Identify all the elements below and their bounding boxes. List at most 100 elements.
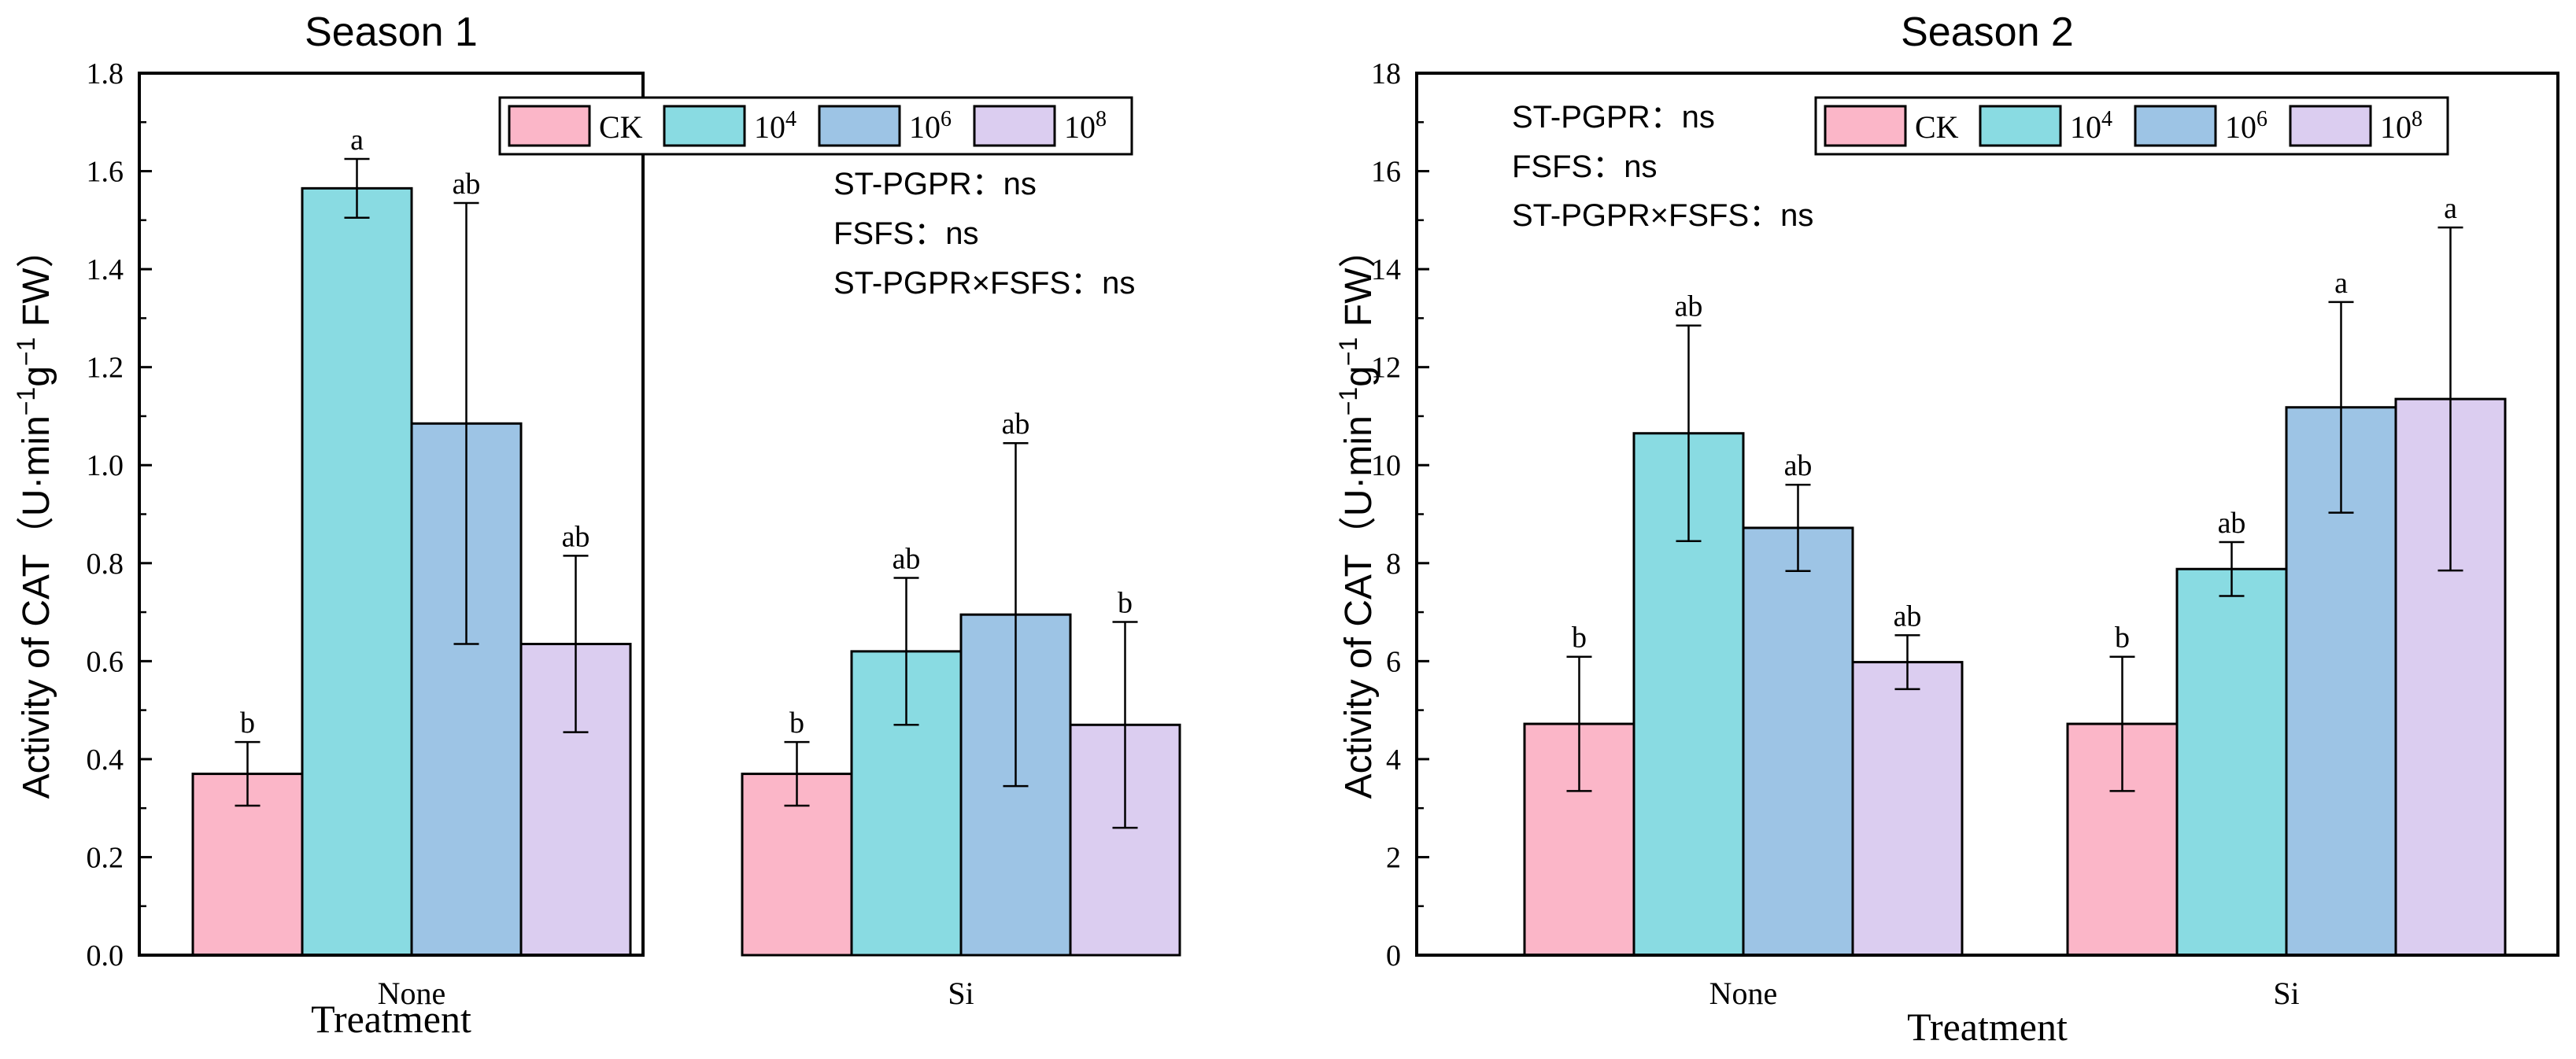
chart-panel-1: Season 1 b b a ab ab ab ab b 0.0 0.2 0.4 0.6 0.8 1.0 1.… <box>12 9 1181 1041</box>
significance-letter: ab <box>893 542 921 575</box>
y-tick-label: 0.2 <box>87 841 124 874</box>
y-label-sup: −1 <box>12 338 40 366</box>
legend-swatch-108 <box>2289 105 2372 147</box>
legend-swatch-CK <box>508 105 591 147</box>
y-tick-label: 1.6 <box>87 156 124 189</box>
y-tick-label: 16 <box>1371 156 1401 189</box>
y-label-part: Activity of CAT（U·min <box>1338 415 1380 799</box>
legend: CK 104 106 108 <box>498 96 1133 156</box>
significance-letter: b <box>789 707 804 740</box>
significance-letter: ab <box>1675 290 1703 323</box>
anova-annotation: ST-PGPR×FSFS：ns <box>833 266 1135 301</box>
legend-label-CK: CK <box>599 109 643 145</box>
y-tick-label: 12 <box>1371 352 1401 385</box>
y-axis-label: Activity of CAT（U·min−1g−1 FW） <box>1334 231 1380 799</box>
y-label-part: FW） <box>16 231 57 338</box>
y-tick-label: 0 <box>1386 939 1401 972</box>
legend-swatch-CK <box>1824 105 1907 147</box>
bar-104-si <box>2175 567 2288 957</box>
legend-label-exp: 8 <box>1096 107 1107 131</box>
chart-title: Season 1 <box>305 9 478 55</box>
legend-label-exp: 6 <box>2256 107 2267 131</box>
anova-annotation: FSFS：ns <box>833 216 978 251</box>
anova-annotation: ST-PGPR×FSFS：ns <box>1512 198 1813 233</box>
y-tick-label: 0.8 <box>87 548 124 581</box>
legend-label-exp: 4 <box>785 107 796 131</box>
y-label-sup: −1 <box>1334 338 1362 366</box>
bar-104-none <box>301 186 413 957</box>
legend-label-108: 108 <box>2380 107 2423 146</box>
legend-swatch-108 <box>973 105 1056 147</box>
x-category-label: None <box>378 976 446 1011</box>
x-category-label: None <box>1709 976 1778 1011</box>
y-label-sup: −1 <box>12 387 40 415</box>
legend-label-base: 10 <box>1064 109 1096 145</box>
legend-swatch-106 <box>818 105 901 147</box>
y-tick-label: 14 <box>1371 253 1401 286</box>
y-tick-label: 1.0 <box>87 449 124 482</box>
legend-label-CK: CK <box>1915 109 1959 145</box>
legend-label-base: 10 <box>754 109 785 145</box>
significance-letter: a <box>2334 267 2348 300</box>
y-axis-label: Activity of CAT（U·min−1g−1 FW） <box>12 231 57 799</box>
significance-letter: b <box>1572 622 1587 655</box>
y-tick-label: 6 <box>1386 645 1401 678</box>
anova-annotation: ST-PGPR：ns <box>1512 100 1715 135</box>
y-label-part: FW） <box>1338 231 1380 338</box>
legend-swatch-104 <box>1979 105 2062 147</box>
y-tick-label: 0.6 <box>87 645 124 678</box>
y-tick-label: 1.8 <box>87 57 124 90</box>
y-tick-label: 0.4 <box>87 744 124 777</box>
y-tick-label: 2 <box>1386 841 1401 874</box>
x-axis-label: Treatment <box>311 997 471 1041</box>
y-tick-label: 18 <box>1371 57 1401 90</box>
legend-label-104: 104 <box>2070 107 2112 146</box>
anova-annotation: FSFS：ns <box>1512 149 1657 184</box>
legend-label-108: 108 <box>1064 107 1107 146</box>
legend-label-106: 106 <box>2225 107 2267 146</box>
significance-letter: ab <box>1784 449 1813 482</box>
legend-label-exp: 6 <box>941 107 952 131</box>
anova-annotation: ST-PGPR：ns <box>833 167 1037 201</box>
y-tick-label: 8 <box>1386 548 1401 581</box>
legend-label-base: CK <box>1915 109 1959 145</box>
legend-label-exp: 8 <box>2412 107 2423 131</box>
bar-108-none <box>1851 661 1964 957</box>
legend-label-106: 106 <box>909 107 952 146</box>
legend-swatch-106 <box>2134 105 2217 147</box>
legend-label-base: 10 <box>2070 109 2101 145</box>
y-tick-label: 1.2 <box>87 352 124 385</box>
legend-label-base: 10 <box>2380 109 2412 145</box>
significance-letter: ab <box>453 168 481 201</box>
legend-label-base: 10 <box>2225 109 2256 145</box>
bar-106-none <box>1742 526 1854 957</box>
chart-title: Season 2 <box>1901 9 2074 55</box>
significance-letter: ab <box>1894 600 1922 633</box>
significance-letter: b <box>1118 587 1133 620</box>
y-label-part: Activity of CAT（U·min <box>16 415 57 799</box>
legend: CK 104 106 108 <box>1814 96 2449 156</box>
legend-label-104: 104 <box>754 107 796 146</box>
y-tick-label: 10 <box>1371 449 1401 482</box>
x-category-label: Si <box>2273 976 2299 1011</box>
significance-letter: b <box>2115 622 2130 655</box>
legend-label-exp: 4 <box>2101 107 2112 131</box>
x-axis-label: Treatment <box>1907 1005 2068 1049</box>
legend-swatch-104 <box>663 105 746 147</box>
y-tick-label: 1.4 <box>87 253 124 286</box>
significance-letter: ab <box>562 520 590 553</box>
legend-label-base: CK <box>599 109 643 145</box>
significance-letter: a <box>350 124 364 157</box>
significance-letter: b <box>240 707 255 740</box>
y-tick-label: 0.0 <box>87 939 124 972</box>
x-category-label: Si <box>948 976 974 1011</box>
y-label-part: g <box>16 366 57 387</box>
y-label-sup: −1 <box>1334 387 1362 415</box>
legend-label-base: 10 <box>909 109 941 145</box>
significance-letter: ab <box>2218 507 2246 540</box>
significance-letter: ab <box>1002 408 1030 441</box>
significance-letter: a <box>2444 192 2457 225</box>
y-tick-label: 4 <box>1386 744 1401 777</box>
